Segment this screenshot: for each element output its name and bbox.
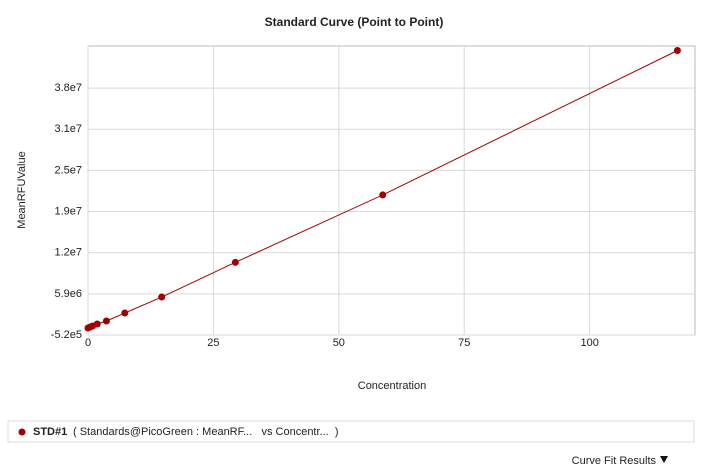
data-point [93, 320, 101, 328]
legend-label: STD#1 [33, 426, 67, 438]
y-tick-label: 2.5e7 [54, 164, 82, 176]
x-tick-label: 0 [85, 337, 91, 349]
curve-fit-button[interactable]: Curve Fit Results [572, 455, 657, 467]
x-axis-label: Concentration [358, 380, 427, 392]
data-point [673, 46, 681, 54]
x-tick-label: 25 [207, 337, 219, 349]
data-point [102, 317, 110, 325]
x-tick-label: 100 [580, 337, 598, 349]
legend-marker [18, 428, 26, 436]
legend-box [7, 420, 695, 443]
chart-title: Standard Curve (Point to Point) [265, 15, 444, 29]
y-tick-label: 1.2e7 [54, 247, 82, 259]
y-tick-label: 1.9e7 [54, 205, 82, 217]
y-tick-label: -5.2e5 [51, 329, 82, 341]
data-point [379, 191, 387, 199]
y-tick-label: 5.9e6 [54, 288, 82, 300]
legend-detail: ( Standards@PicoGreen : MeanRF... vs Con… [73, 426, 339, 438]
y-tick-label: 3.1e7 [54, 123, 82, 135]
y-axis-label: MeanRFUValue [16, 151, 28, 228]
x-tick-label: 50 [333, 337, 345, 349]
data-point [231, 258, 239, 266]
data-point [158, 293, 166, 301]
data-point [121, 309, 129, 317]
y-tick-label: 3.8e7 [54, 82, 82, 94]
dropdown-arrow[interactable] [660, 456, 668, 463]
x-tick-label: 75 [458, 337, 470, 349]
